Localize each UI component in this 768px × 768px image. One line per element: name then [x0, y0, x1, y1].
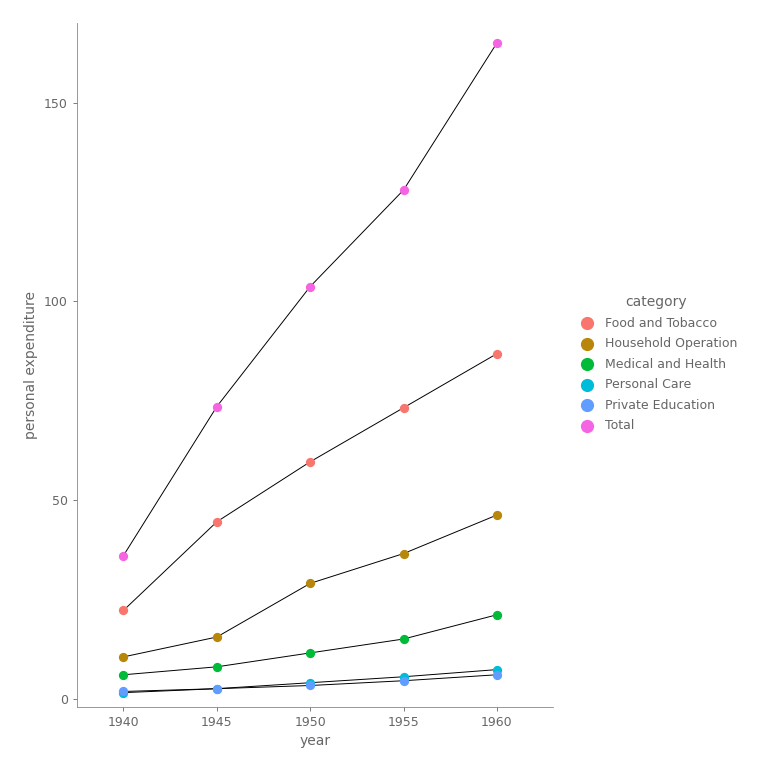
- Total: [491, 37, 503, 49]
- Food and Tobacco: [491, 348, 503, 360]
- Household Operation: [491, 509, 503, 521]
- Medical and Health: [397, 633, 409, 645]
- Total: [397, 184, 409, 196]
- Food and Tobacco: [210, 515, 223, 528]
- Private Education: [118, 685, 130, 697]
- Personal Care: [491, 664, 503, 676]
- Medical and Health: [491, 608, 503, 621]
- Total: [304, 280, 316, 293]
- Total: [118, 549, 130, 561]
- Personal Care: [210, 683, 223, 695]
- Food and Tobacco: [304, 455, 316, 468]
- Medical and Health: [210, 660, 223, 673]
- Personal Care: [304, 677, 316, 689]
- Food and Tobacco: [397, 402, 409, 414]
- Y-axis label: personal expenditure: personal expenditure: [25, 291, 38, 439]
- Food and Tobacco: [118, 604, 130, 617]
- Private Education: [397, 674, 409, 687]
- Personal Care: [397, 670, 409, 683]
- Household Operation: [210, 631, 223, 643]
- Household Operation: [304, 578, 316, 590]
- Private Education: [491, 669, 503, 681]
- Household Operation: [118, 650, 130, 663]
- Household Operation: [397, 548, 409, 560]
- Total: [210, 400, 223, 412]
- Private Education: [210, 683, 223, 695]
- Medical and Health: [118, 669, 130, 681]
- X-axis label: year: year: [300, 734, 330, 748]
- Private Education: [304, 680, 316, 692]
- Medical and Health: [304, 647, 316, 659]
- Personal Care: [118, 687, 130, 699]
- Legend: Food and Tobacco, Household Operation, Medical and Health, Personal Care, Privat: Food and Tobacco, Household Operation, M…: [569, 289, 743, 439]
